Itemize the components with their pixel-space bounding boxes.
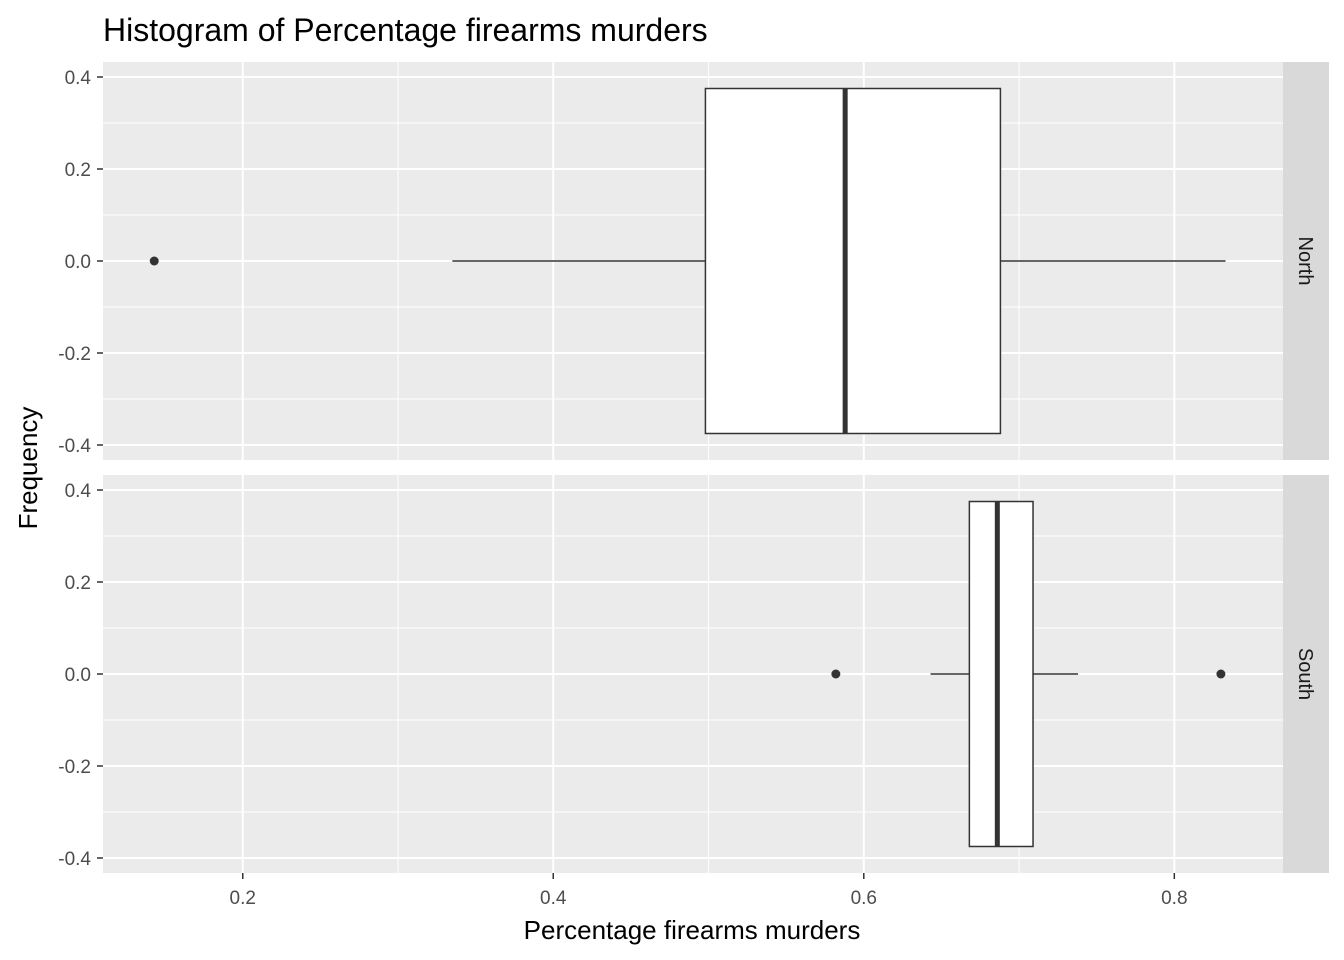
outlier-point-south-0 [831,669,841,679]
y-tick-label-north-2: 0.0 [65,252,91,273]
outlier-point-south-1 [1216,669,1226,679]
x-tick-label-2: 0.6 [851,888,877,909]
box-north [704,87,1002,435]
chart-title: Histogram of Percentage firearms murders [103,12,708,48]
x-tick-label-3: 0.8 [1161,888,1187,909]
facet-strip-label-south: South [1294,648,1316,700]
y-tick-label-south-1: 0.2 [65,573,91,594]
y-tick-label-south-3: -0.2 [58,757,91,778]
y-tick-label-north-1: 0.2 [65,160,91,181]
x-tick-label-1: 0.4 [540,888,567,909]
x-tick-label-0: 0.2 [230,888,256,909]
y-tick-label-south-0: 0.4 [65,481,92,502]
y-tick-label-north-4: -0.4 [58,436,91,457]
plot-area: 0.4 0.2 0.0 -0.2 -0.4 North 0.4 0.2 0.0 -0.2 -0.4 S… [58,62,1329,909]
outlier-point-north-0 [149,256,159,266]
y-tick-label-north-3: -0.2 [58,344,91,365]
facet-strip-north [1283,62,1329,460]
y-axis-title: Frequency [13,407,43,530]
x-axis-title: Percentage firearms murders [524,915,861,945]
facet-strip-south [1283,475,1329,873]
y-tick-label-south-4: -0.4 [58,849,91,870]
y-tick-label-south-2: 0.0 [65,665,91,686]
facet-strip-label-north: North [1294,237,1316,286]
box-south [968,500,1034,848]
y-tick-label-north-0: 0.4 [65,68,92,89]
